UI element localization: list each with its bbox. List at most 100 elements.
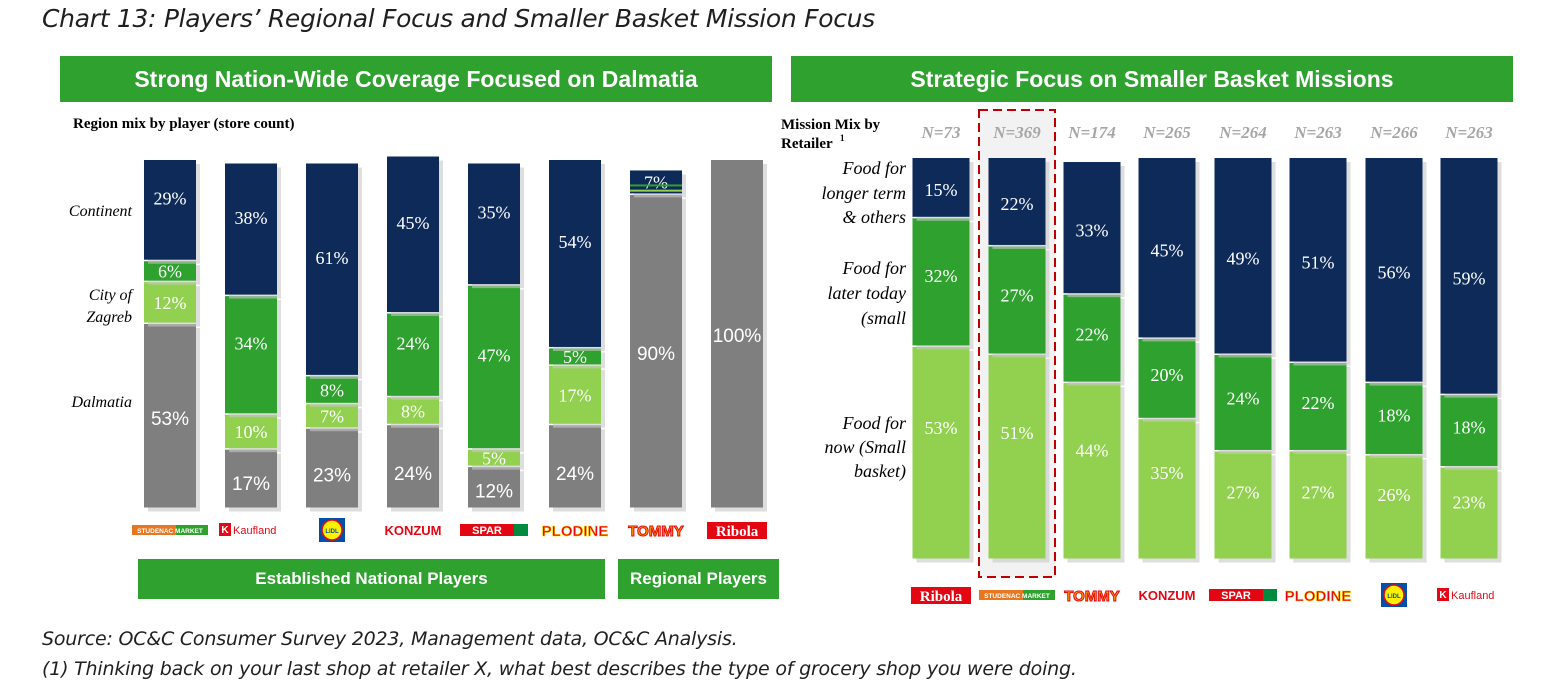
right-series-label: later today (828, 283, 907, 303)
right-series-label: now (Small (824, 437, 906, 458)
right-chart-subtitle: Retailer (781, 136, 833, 152)
left-bar-segment (630, 170, 682, 194)
plodine-logo: PLODINE (1284, 588, 1352, 606)
left-bar-segment (387, 313, 439, 396)
right-series-label: Food for (841, 258, 906, 278)
left-data-label: 53% (151, 409, 189, 430)
right-data-label: 24% (1227, 388, 1260, 408)
footnote-marker: 1 (840, 133, 845, 143)
group-label-national: Established National Players (138, 559, 605, 599)
right-data-label: 22% (1001, 194, 1034, 214)
svg-text:TOMMY: TOMMY (1064, 588, 1120, 605)
lidl-logo: LIDL (1381, 583, 1407, 607)
left-data-label: 8% (320, 380, 344, 400)
right-data-label: 44% (1076, 440, 1109, 460)
left-bar-segment (630, 194, 682, 508)
left-data-label: 47% (478, 346, 511, 366)
sample-size-label: N=265 (1142, 123, 1191, 142)
right-bar-segment (1214, 158, 1272, 354)
page-title: Chart 13: Players’ Regional Focus and Sm… (42, 4, 875, 33)
right-data-label: 27% (1302, 483, 1335, 503)
left-row-label: City of (89, 287, 135, 304)
spar-logo: SPAR (460, 524, 528, 537)
sample-size-label: N=264 (1218, 123, 1266, 142)
sample-size-label: N=369 (992, 123, 1041, 142)
right-data-label: 27% (1227, 483, 1260, 503)
svg-text:TOMMY: TOMMY (628, 523, 684, 540)
right-bar-segment (1138, 419, 1196, 559)
left-bar-segment (225, 163, 277, 295)
left-data-label: 23% (313, 465, 351, 486)
kaufland-logo: K Kaufland (1437, 588, 1494, 602)
right-bar-segment (988, 158, 1046, 245)
right-bar-segment (1214, 354, 1272, 450)
tommy-minor-segment (630, 189, 682, 192)
right-data-label: 51% (1302, 253, 1335, 273)
tommy-minor-segment (630, 184, 682, 187)
right-data-label: 15% (925, 180, 958, 200)
spar-logo: SPAR (1209, 589, 1277, 602)
right-series-label: basket) (854, 461, 906, 482)
left-bar-segment (144, 282, 196, 323)
konzum-logo: KONZUM (384, 523, 441, 538)
right-data-label: 18% (1453, 418, 1486, 438)
left-bar-segment (306, 404, 358, 428)
left-data-label: 45% (397, 213, 430, 233)
left-data-label: 10% (235, 422, 268, 442)
left-data-label: 5% (563, 347, 587, 367)
left-data-label: 35% (478, 203, 511, 223)
left-data-label: 8% (401, 401, 425, 421)
studenac-logo: STUDENAC MARKET (979, 590, 1055, 600)
left-bar-segment (387, 397, 439, 424)
sample-size-label: N=266 (1369, 123, 1418, 142)
svg-text:Kaufland: Kaufland (233, 525, 276, 537)
right-bar-segment (912, 218, 970, 346)
left-data-label: 29% (154, 189, 187, 209)
tommy-logo: TOMMY (1064, 588, 1121, 606)
right-bar-segment (912, 346, 970, 559)
left-bar-segment (144, 261, 196, 281)
right-series-label: longer term (822, 183, 907, 203)
left-bar-segment (468, 467, 520, 508)
left-bar-segment (387, 425, 439, 508)
left-data-label: 6% (158, 262, 182, 282)
right-data-label: 53% (925, 418, 958, 438)
left-bar-segment (549, 425, 601, 508)
left-bar-segment (468, 163, 520, 285)
right-bar-segment (1289, 451, 1347, 559)
right-bar-segment (1138, 158, 1196, 338)
right-bar-segment (1289, 363, 1347, 450)
right-bar-segment (988, 354, 1046, 559)
right-data-label: 32% (925, 266, 958, 286)
sample-size-label: N=263 (1444, 123, 1493, 142)
left-data-label: 12% (475, 481, 513, 502)
left-data-label: 7% (644, 173, 668, 193)
left-bar-segment (711, 160, 763, 508)
lidl-logo: LIDL (319, 518, 345, 542)
right-bar-segment (1063, 383, 1121, 559)
studenac-logo: STUDENAC MARKET (132, 525, 208, 535)
left-bar-segment (549, 365, 601, 424)
right-data-label: 23% (1453, 493, 1486, 513)
right-chart-subtitle: Mission Mix by (781, 117, 881, 133)
right-data-label: 22% (1076, 324, 1109, 344)
right-data-label: 49% (1227, 248, 1260, 268)
right-data-label: 20% (1151, 365, 1184, 385)
svg-text:PLODINE: PLODINE (1285, 588, 1352, 605)
right-data-label: 18% (1378, 406, 1411, 426)
sample-size-label: N=174 (1067, 123, 1115, 142)
right-series-label: (small (861, 308, 906, 329)
right-data-label: 45% (1151, 240, 1184, 260)
right-bar-segment (1440, 395, 1498, 467)
right-data-label: 59% (1453, 269, 1486, 289)
konzum-logo: KONZUM (1138, 588, 1195, 603)
left-data-label: 61% (316, 248, 349, 268)
left-data-label: 90% (637, 344, 675, 365)
right-bar-segment (1440, 467, 1498, 559)
left-data-label: 17% (559, 386, 592, 406)
left-row-label: Continent (69, 203, 133, 220)
svg-text:LIDL: LIDL (1387, 594, 1401, 600)
plodine-logo: PLODINE (541, 523, 608, 541)
right-series-label: Food for (841, 413, 906, 433)
